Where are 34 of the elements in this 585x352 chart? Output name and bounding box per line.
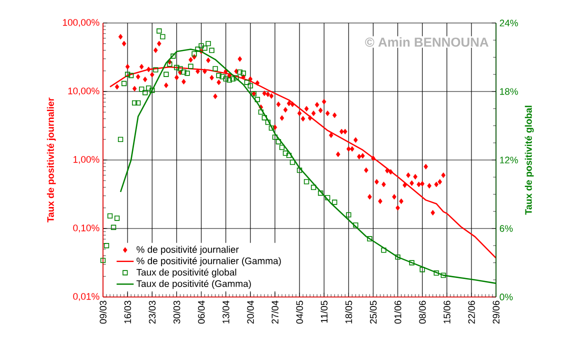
x-tick-label: 09/03	[100, 300, 106, 324]
x-tick-label: 25/05	[370, 300, 377, 324]
x-tick-label: 23/03	[148, 300, 156, 324]
legend-label: Taux de positivité global	[136, 268, 236, 278]
y2-tick-label: 6%	[500, 225, 513, 232]
y-tick-label: 0,10%	[73, 224, 100, 232]
x-tick-label: 13/04	[222, 300, 230, 324]
y-tick-label: 0,01%	[73, 293, 100, 301]
x-tick-label: 29/06	[492, 300, 500, 324]
x-tick-label: 11/05	[320, 300, 328, 323]
x-tick-label: 27/04	[271, 300, 278, 324]
legend-label: % de positivité journalier (Gamma)	[136, 257, 281, 266]
y2-tick-label: 18%	[500, 88, 518, 95]
x-tick-label: 30/03	[173, 300, 180, 324]
annotation: © Amin BENNOUNA	[365, 37, 488, 47]
legend-label: % de positivité journalier	[136, 246, 239, 255]
x-tick-label: 16/03	[124, 300, 132, 324]
x-tick-label: 15/06	[443, 300, 450, 324]
x-tick-label: 18/05	[345, 300, 352, 324]
x-tick-label: 01/06	[394, 300, 402, 324]
x-tick-label: 22/06	[468, 300, 475, 324]
y2-tick-label: 0%	[500, 294, 513, 300]
x-tick-label: 06/04	[198, 300, 205, 324]
x-tick-label: 04/05	[296, 300, 303, 324]
y2-tick-label: 12%	[500, 156, 518, 164]
x-tick-label: 08/06	[418, 300, 426, 324]
y2-tick-label: 24%	[500, 20, 518, 26]
y2-axis-title: Taux de positivité global	[524, 106, 534, 215]
y-axis-title: Taux de positivité journalier	[46, 98, 56, 222]
y-tick-label: 100,00%	[63, 19, 100, 27]
x-tick-label: 20/04	[246, 300, 254, 324]
y-tick-label: 10,00%	[68, 88, 100, 96]
legend-label: Taux de positivité (Gamma)	[136, 280, 251, 289]
y-tick-label: 1,00%	[74, 156, 100, 164]
